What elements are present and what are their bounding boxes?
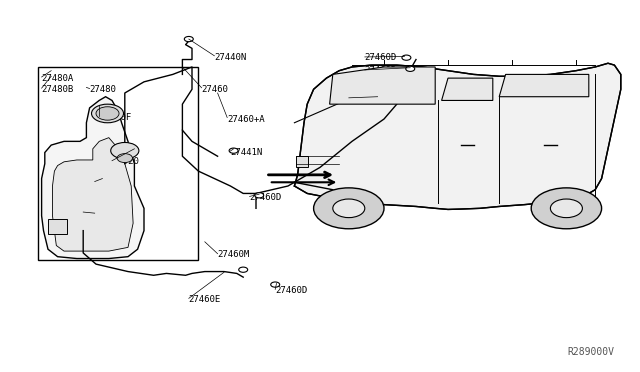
Polygon shape bbox=[499, 74, 589, 97]
Circle shape bbox=[92, 104, 124, 123]
Text: 27460D: 27460D bbox=[250, 193, 282, 202]
Circle shape bbox=[96, 107, 119, 120]
Bar bbox=[38, 67, 198, 260]
Circle shape bbox=[229, 148, 238, 153]
PathPatch shape bbox=[42, 97, 144, 259]
Circle shape bbox=[402, 55, 411, 60]
Circle shape bbox=[333, 199, 365, 218]
Text: 27440N: 27440N bbox=[214, 53, 246, 62]
Circle shape bbox=[255, 193, 264, 198]
Circle shape bbox=[111, 142, 139, 159]
Text: 25450C: 25450C bbox=[95, 178, 127, 187]
Circle shape bbox=[117, 154, 132, 163]
Circle shape bbox=[531, 188, 602, 229]
Text: 27460M: 27460M bbox=[218, 250, 250, 259]
Circle shape bbox=[271, 282, 280, 287]
Text: 28920: 28920 bbox=[112, 157, 139, 166]
Text: 27460E: 27460E bbox=[189, 295, 221, 304]
Polygon shape bbox=[330, 67, 435, 104]
Circle shape bbox=[184, 36, 193, 42]
Text: 27461: 27461 bbox=[349, 94, 376, 103]
Text: 27460D: 27460D bbox=[275, 286, 307, 295]
Bar bbox=[296, 156, 308, 167]
PathPatch shape bbox=[52, 138, 133, 251]
Text: 27460D: 27460D bbox=[365, 66, 397, 75]
Text: 27441N: 27441N bbox=[230, 148, 262, 157]
Text: 27460D: 27460D bbox=[365, 53, 397, 62]
Bar bbox=[48, 219, 67, 234]
Polygon shape bbox=[442, 78, 493, 100]
Text: 27480A: 27480A bbox=[42, 74, 74, 83]
Text: 27460: 27460 bbox=[202, 85, 228, 94]
Text: 27460+A: 27460+A bbox=[227, 115, 265, 124]
Polygon shape bbox=[294, 63, 621, 209]
Text: 27480B: 27480B bbox=[42, 85, 74, 94]
Circle shape bbox=[550, 199, 582, 218]
Circle shape bbox=[406, 66, 415, 71]
Circle shape bbox=[314, 188, 384, 229]
Text: R289000V: R289000V bbox=[568, 347, 614, 356]
Text: 27480: 27480 bbox=[90, 85, 116, 94]
Text: 28911M: 28911M bbox=[95, 209, 127, 218]
Circle shape bbox=[239, 267, 248, 272]
Text: 27480F: 27480F bbox=[99, 113, 131, 122]
